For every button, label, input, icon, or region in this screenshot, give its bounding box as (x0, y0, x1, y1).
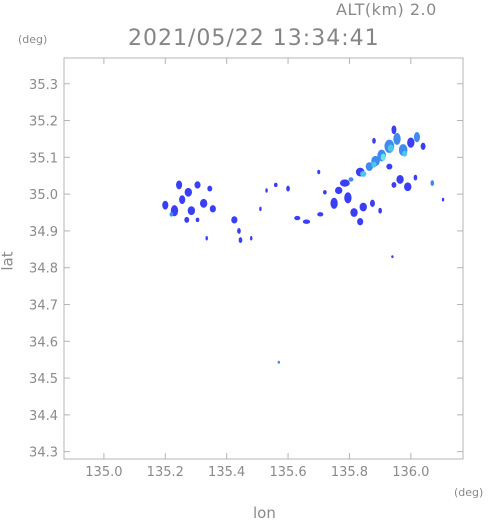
echo-cell (441, 197, 445, 202)
echo-cell (330, 197, 338, 209)
echo-cell (344, 192, 352, 204)
echo-cell (249, 236, 253, 241)
plot-frame (63, 57, 464, 460)
x-tick-label: 135.6 (269, 465, 306, 480)
x-tick-label: 136.0 (392, 465, 429, 480)
echo-cell (393, 133, 401, 145)
echo-cell (407, 137, 415, 148)
echo-cell (413, 131, 421, 143)
echo-cell (302, 219, 311, 224)
x-axis-unit: (deg) (454, 486, 484, 499)
y-axis-unit: (deg) (18, 33, 48, 46)
y-tick-label: 35.3 (29, 78, 58, 93)
echo-cell (286, 185, 290, 192)
echo-cell (396, 174, 404, 184)
echo-cell (231, 216, 238, 224)
echo-cell (195, 217, 200, 223)
echo-cell (391, 255, 394, 259)
echo-cell (209, 205, 216, 213)
echo-cell (323, 190, 327, 195)
echo-cell (294, 215, 301, 221)
echo-cell (402, 150, 408, 157)
echo-cell (359, 202, 367, 212)
echo-cell (237, 227, 241, 234)
echo-cell (339, 179, 350, 187)
timestamp-title: 2021/05/22 13:34:41 (128, 26, 380, 51)
echo-cell (350, 208, 358, 217)
echo-cell (162, 200, 169, 210)
echo-cell (370, 199, 375, 207)
y-tick-label: 34.7 (29, 298, 58, 313)
echo-cell (205, 236, 208, 241)
y-tick-label: 34.3 (29, 446, 58, 461)
echo-cell (380, 153, 386, 162)
echo-cell (430, 180, 435, 187)
echo-cell (348, 177, 354, 182)
echo-cell (259, 206, 262, 212)
echo-cell (365, 162, 374, 171)
echo-cell (378, 207, 382, 214)
echo-cell (386, 163, 393, 170)
echo-cell (360, 170, 367, 177)
echo-cell (317, 212, 324, 217)
y-tick-label: 34.8 (29, 262, 58, 277)
echo-cell (335, 186, 343, 195)
echo-cell (387, 144, 394, 152)
echo-cell (184, 187, 192, 197)
x-tick-label: 135.8 (331, 465, 368, 480)
y-tick-label: 34.6 (29, 335, 58, 350)
echo-cell (371, 161, 377, 168)
echo-cell (273, 182, 278, 188)
x-tick-label: 135.4 (208, 465, 245, 480)
echo-cell (176, 180, 183, 190)
y-tick-label: 34.9 (29, 225, 58, 240)
echo-cell (187, 206, 196, 216)
y-tick-label: 35.0 (29, 188, 58, 203)
echo-cell (169, 212, 174, 217)
x-axis-label: lon (253, 504, 276, 522)
y-tick-label: 35.2 (29, 115, 58, 130)
echo-cell (391, 181, 397, 188)
y-tick-label: 34.4 (29, 409, 58, 424)
axis-ticks: 135.0 135.2 135.4 135.6 135.8 136.0 34.3 34.4 34… (29, 58, 463, 480)
echo-cell (420, 142, 426, 150)
echo-cell (265, 188, 268, 193)
x-tick-label: 135.2 (147, 465, 184, 480)
echo-cell (391, 125, 397, 135)
echo-cell (184, 216, 190, 223)
echo-cell (199, 198, 208, 208)
y-tick-label: 35.1 (29, 151, 58, 166)
echo-cell (372, 137, 376, 144)
echo-cell (207, 185, 213, 192)
echo-cell (317, 169, 321, 175)
echo-cell (238, 237, 243, 244)
echo-cell (357, 218, 364, 226)
altitude-label: ALT(km) 2.0 (336, 0, 437, 19)
echo-cell (194, 181, 201, 189)
echo-cell (413, 174, 418, 181)
x-tick-label: 135.0 (85, 465, 122, 480)
echo-cell (179, 195, 186, 205)
echo-cell (277, 360, 281, 364)
echo-cell (404, 182, 412, 192)
echo-cells (162, 125, 445, 364)
y-tick-label: 34.5 (29, 372, 58, 387)
